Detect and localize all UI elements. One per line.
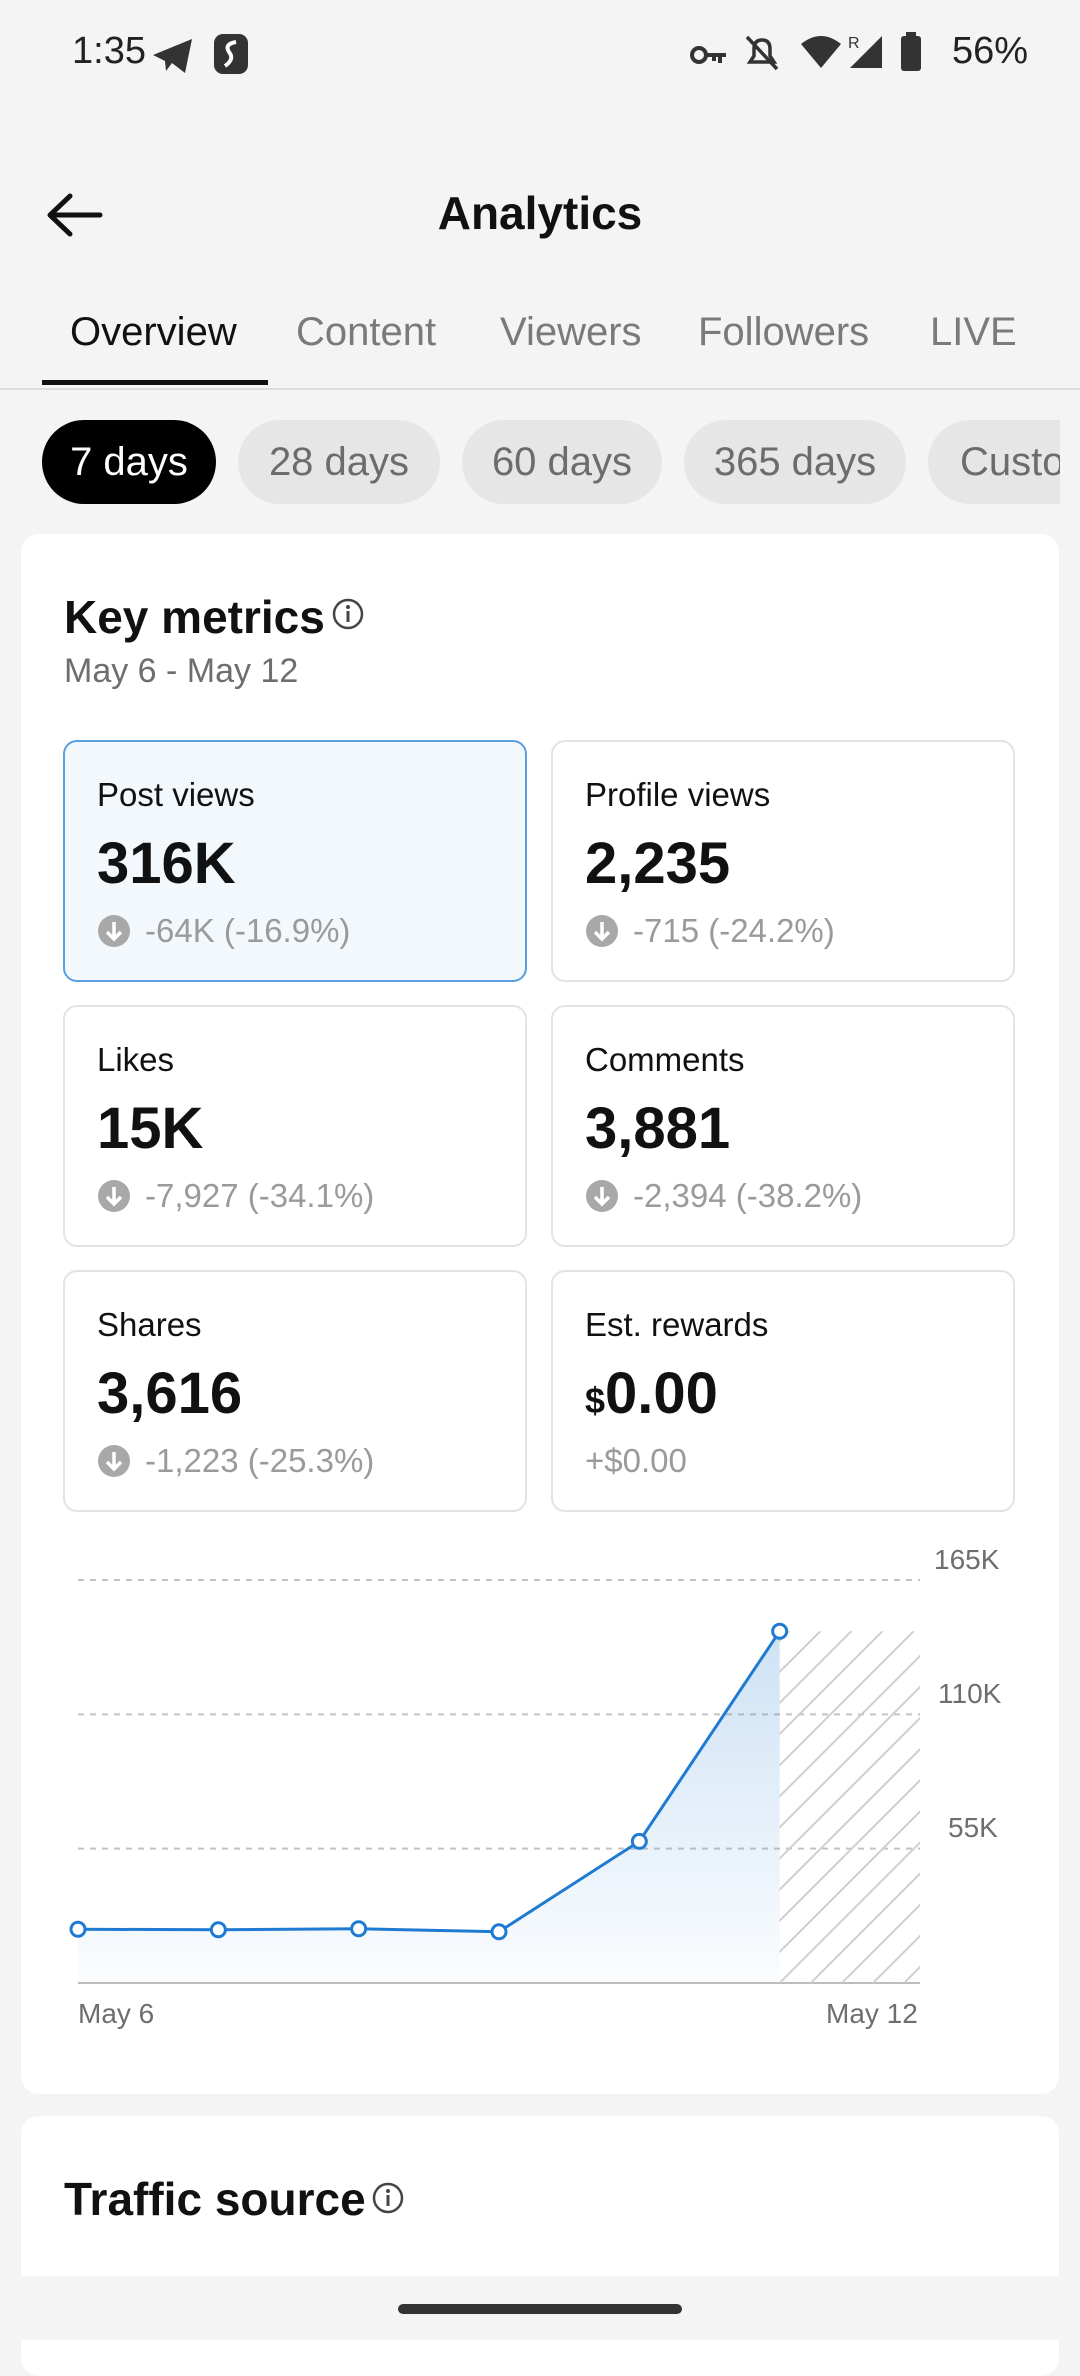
telegram-icon — [153, 39, 192, 73]
metric-change: +$0.00 — [585, 1442, 687, 1479]
metric-value: 316K — [97, 831, 236, 896]
metric-comments[interactable]: Comments 3,881 -2,394 (-38.2%) — [551, 1005, 1015, 1247]
metric-change: -1,223 (-25.3%) — [97, 1442, 374, 1480]
key-metrics-title: Key metrics — [64, 591, 325, 643]
decrease-icon — [586, 1180, 618, 1212]
traffic-source-title: Traffic source — [64, 2173, 366, 2225]
metric-label: Post views — [97, 776, 255, 813]
chip-28-days[interactable]: 28 days — [238, 420, 440, 504]
mute-icon — [745, 35, 779, 71]
metric-likes[interactable]: Likes 15K -7,927 (-34.1%) — [63, 1005, 527, 1247]
metric-change: -7,927 (-34.1%) — [97, 1177, 374, 1215]
battery-percent: 56% — [951, 30, 1028, 72]
metric-profile-views[interactable]: Profile views 2,235 -715 (-24.2%) — [551, 740, 1015, 982]
info-icon[interactable] — [332, 598, 364, 630]
chip-365-days[interactable]: 365 days — [684, 420, 906, 504]
decrease-icon — [98, 1180, 130, 1212]
tab-followers[interactable]: Followers — [698, 310, 870, 354]
wifi-icon — [801, 36, 841, 68]
tab-bar: Overview Content Viewers Followers LIVE — [0, 300, 1080, 390]
metric-change: -715 (-24.2%) — [585, 912, 835, 950]
metric-label: Likes — [97, 1041, 175, 1078]
active-tab-indicator — [42, 380, 268, 385]
y-tick-label: 165K — [934, 1544, 1000, 1575]
page-title: Analytics — [437, 187, 643, 239]
decrease-icon — [98, 1445, 130, 1477]
vpn-key-icon — [690, 46, 726, 64]
metric-label: Shares — [97, 1306, 202, 1343]
data-point — [490, 1923, 508, 1941]
metric-value: 15K — [97, 1096, 204, 1161]
date-range-selector: 7 days 28 days 60 days 365 days Custom — [0, 410, 1060, 520]
data-point — [69, 1920, 87, 1938]
metric-change: -64K (-16.9%) — [97, 912, 350, 950]
data-point — [209, 1921, 227, 1939]
metric-change: -2,394 (-38.2%) — [585, 1177, 862, 1215]
metric-shares[interactable]: Shares 3,616 -1,223 (-25.3%) — [63, 1270, 527, 1512]
tab-content[interactable]: Content — [296, 310, 437, 354]
metric-est-rewards[interactable]: Est. rewards $0.00 +$0.00 — [551, 1270, 1015, 1512]
metric-value: 3,616 — [97, 1361, 243, 1426]
decrease-icon — [586, 915, 618, 947]
metric-value: $0.00 — [585, 1361, 718, 1426]
metric-post-views[interactable]: Post views 316K -64K (-16.9%) — [63, 740, 527, 982]
date-range-label: May 6 - May 12 — [64, 652, 299, 690]
status-time: 1:35 — [72, 30, 146, 72]
y-tick-label: 110K — [938, 1678, 1002, 1709]
currency-symbol: $ — [585, 1380, 606, 1421]
back-button[interactable] — [40, 180, 110, 250]
x-tick-label: May 12 — [826, 1998, 918, 2029]
metric-label: Comments — [585, 1041, 745, 1078]
chart-canvas — [69, 1579, 920, 1984]
post-views-chart: 165K 110K 55K May 6 May 12 — [60, 1544, 1020, 2050]
home-gesture-handle[interactable] — [398, 2304, 682, 2314]
chip-custom[interactable]: Custom — [928, 420, 1060, 504]
battery-icon — [901, 32, 921, 71]
metric-label: Est. rewards — [585, 1306, 769, 1343]
app-notification-icon — [214, 34, 248, 74]
status-bar: 1:35 R 56% — [0, 0, 1080, 110]
metric-value: 2,235 — [585, 831, 731, 896]
info-icon[interactable] — [372, 2182, 404, 2214]
tab-overview[interactable]: Overview — [70, 310, 237, 354]
decrease-icon — [98, 915, 130, 947]
metric-label: Profile views — [585, 776, 771, 813]
chip-60-days[interactable]: 60 days — [462, 420, 662, 504]
pending-day-hatch — [779, 1631, 920, 1983]
x-tick-label: May 6 — [78, 1998, 155, 2029]
svg-text:R: R — [848, 35, 860, 52]
tab-live[interactable]: LIVE — [930, 310, 1017, 354]
back-arrow-icon — [47, 193, 103, 237]
series-area — [78, 1631, 780, 1983]
metric-value: 3,881 — [585, 1096, 731, 1161]
data-point — [630, 1832, 648, 1850]
data-point — [771, 1622, 789, 1640]
chip-7-days[interactable]: 7 days — [42, 420, 216, 504]
signal-icon: R — [848, 35, 882, 68]
data-point — [350, 1920, 368, 1938]
y-tick-label: 55K — [948, 1812, 998, 1843]
series-line — [77, 1630, 781, 1934]
tab-viewers[interactable]: Viewers — [500, 310, 642, 354]
